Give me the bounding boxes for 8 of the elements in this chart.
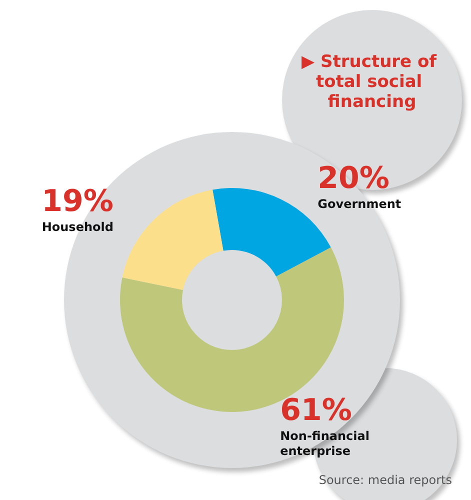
- slice-label: Government: [318, 196, 402, 211]
- slice-label: Household: [42, 220, 114, 234]
- slice-label: Non-financial enterprise: [280, 429, 370, 458]
- chart-title: ▶ Structure of total social financing: [302, 52, 442, 112]
- data-label: 61%: [280, 393, 352, 428]
- data-label: 19%: [42, 184, 114, 219]
- source-note: Source: media reports: [318, 473, 452, 487]
- data-label: 20%: [318, 160, 390, 196]
